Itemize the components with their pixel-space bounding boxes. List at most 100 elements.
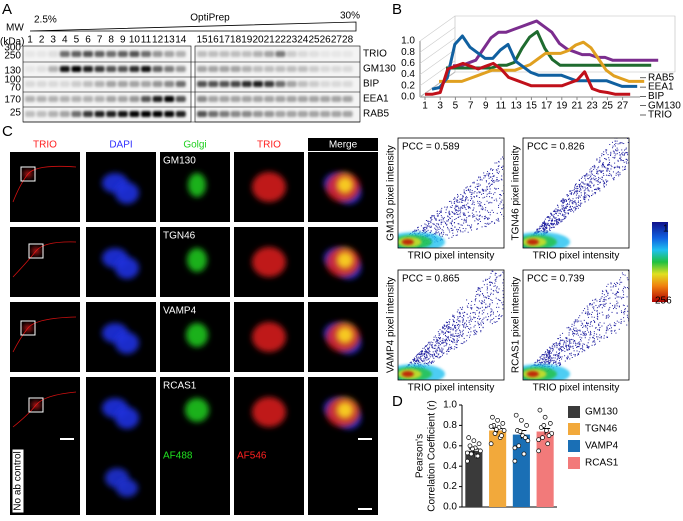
density-dot	[469, 191, 471, 193]
density-dot	[496, 162, 498, 164]
density-dot	[587, 346, 589, 348]
density-dot	[428, 341, 430, 343]
density-dot	[452, 235, 454, 237]
density-dot	[443, 341, 445, 343]
density-dot	[592, 340, 594, 342]
blot-band	[275, 111, 286, 117]
density-dot	[494, 285, 496, 287]
density-dot	[602, 173, 604, 175]
density-dot	[592, 299, 594, 301]
density-dot	[433, 357, 435, 359]
density-dot	[452, 232, 454, 234]
density-dot	[536, 359, 538, 361]
density-dot	[498, 165, 500, 167]
density-dot	[552, 360, 554, 362]
density-dot	[492, 176, 494, 178]
density-dot	[428, 225, 430, 227]
density-dot	[588, 185, 590, 187]
density-dot	[536, 230, 538, 232]
density-dot	[459, 229, 461, 231]
density-dot	[597, 181, 599, 183]
density-dot	[595, 343, 597, 345]
density-dot	[483, 301, 485, 303]
density-dot	[498, 220, 500, 222]
density-dot	[462, 333, 464, 335]
density-dot	[599, 300, 601, 302]
density-dot	[583, 349, 585, 351]
density-dot	[494, 222, 496, 224]
y-tick-label: 1.0	[401, 36, 415, 47]
density-dot	[571, 331, 573, 333]
blot-band	[320, 111, 331, 117]
density-dot	[599, 326, 601, 328]
density-dot	[468, 188, 470, 190]
density-dot	[439, 234, 441, 236]
density-dot	[564, 217, 566, 219]
density-dot	[453, 339, 455, 341]
density-dot	[415, 230, 417, 232]
density-dot	[420, 356, 422, 358]
density-dot	[625, 266, 626, 267]
density-dot	[611, 330, 613, 332]
density-dot	[403, 252, 404, 253]
density-dot	[481, 287, 483, 289]
density-dot	[609, 302, 611, 304]
density-dot	[442, 338, 444, 340]
density-dot	[552, 343, 554, 345]
density-dot	[479, 211, 481, 213]
density-dot	[482, 192, 484, 194]
density-dot	[483, 174, 485, 176]
density-dot	[440, 223, 442, 225]
density-dot	[602, 162, 604, 164]
density-dot	[569, 205, 571, 207]
density-dot	[453, 335, 455, 337]
density-dot	[616, 303, 618, 305]
density-dot	[463, 341, 465, 343]
density-dot	[475, 211, 477, 213]
density-dot	[446, 322, 448, 324]
density-dot	[452, 328, 454, 330]
density-dot	[413, 358, 415, 360]
mw-marker: 100	[4, 75, 21, 86]
density-dot	[474, 191, 476, 193]
density-dot	[575, 343, 577, 345]
density-dot	[623, 296, 625, 298]
density-dot	[543, 228, 545, 230]
density-dot	[473, 214, 475, 216]
blot-band	[71, 96, 82, 102]
density-dot	[471, 197, 473, 199]
density-dot	[435, 233, 437, 235]
density-dot	[590, 321, 592, 323]
density-dot	[433, 224, 435, 226]
density-dot	[596, 315, 598, 317]
density-dot	[544, 222, 546, 224]
density-dot	[542, 358, 544, 360]
density-dot	[450, 336, 452, 338]
density-dot	[600, 171, 602, 173]
density-dot	[402, 251, 403, 252]
density-dot	[566, 357, 568, 359]
density-dot	[484, 209, 486, 211]
density-dot	[491, 302, 493, 304]
density-dot	[584, 186, 586, 188]
density-dot	[544, 226, 546, 228]
density-dot	[588, 190, 590, 192]
density-dot	[436, 355, 438, 357]
density-dot	[398, 250, 399, 251]
density-dot	[573, 188, 575, 190]
density-dot	[547, 216, 549, 218]
density-dot	[424, 231, 426, 233]
density-dot	[605, 289, 607, 291]
density-dot	[481, 179, 483, 181]
density-dot	[470, 317, 472, 319]
density-dot	[452, 324, 454, 326]
density-dot	[588, 183, 590, 185]
density-dot	[489, 222, 491, 224]
density-dot	[440, 356, 442, 358]
density-dot	[438, 343, 440, 345]
density-dot	[478, 185, 480, 187]
blot-band	[48, 66, 59, 72]
density-dot	[500, 263, 501, 264]
density-dot	[456, 212, 458, 214]
density-dot	[429, 354, 431, 356]
